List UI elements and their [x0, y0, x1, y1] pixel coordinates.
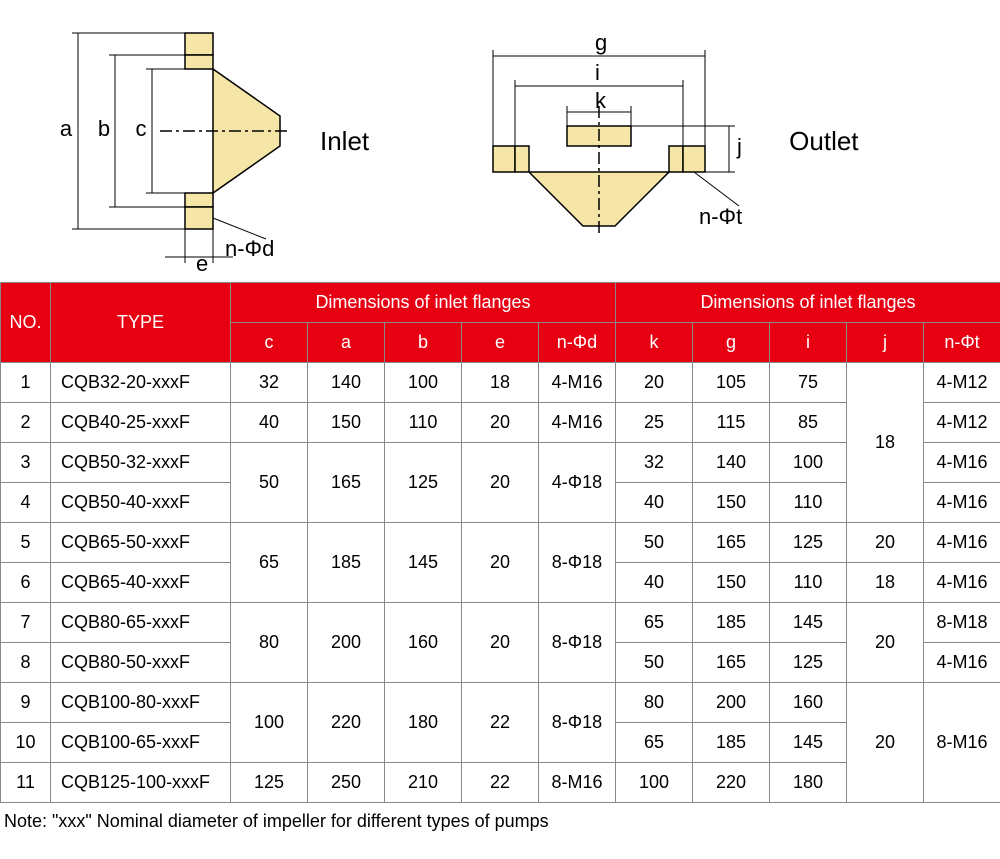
- table-row: 7CQB80-65-xxxF 80200160208-Φ18 65185145 …: [1, 603, 1000, 643]
- svg-text:n-Φd: n-Φd: [225, 236, 274, 261]
- col-c: c: [231, 323, 308, 363]
- svg-text:j: j: [736, 134, 742, 159]
- dimensions-table: NO. TYPE Dimensions of inlet flanges Dim…: [0, 282, 1000, 803]
- col-no: NO.: [1, 283, 51, 363]
- table-row: 1 CQB32-20-xxxF 32140100184-M16 2010575 …: [1, 363, 1000, 403]
- svg-text:n-Φt: n-Φt: [699, 204, 742, 229]
- table-row: 5CQB65-50-xxxF 65185145208-Φ18 501651252…: [1, 523, 1000, 563]
- svg-text:b: b: [98, 116, 110, 141]
- svg-text:g: g: [595, 30, 607, 55]
- svg-text:c: c: [136, 116, 147, 141]
- inlet-label: Inlet: [320, 126, 369, 157]
- inlet-diagram-block: a b c e n-Φd Inlet: [20, 11, 369, 271]
- col-k: k: [616, 323, 693, 363]
- col-g: g: [693, 323, 770, 363]
- col-e: e: [462, 323, 539, 363]
- inlet-flange-diagram: a b c e n-Φd: [20, 11, 300, 271]
- col-type: TYPE: [51, 283, 231, 363]
- outlet-flange-diagram: g i k j n-Φt: [449, 26, 769, 256]
- outlet-diagram-block: g i k j n-Φt Outlet: [449, 26, 858, 256]
- col-nt: n-Φt: [924, 323, 1000, 363]
- svg-text:k: k: [595, 88, 607, 113]
- col-nd: n-Φd: [539, 323, 616, 363]
- svg-text:e: e: [196, 251, 208, 271]
- col-b: b: [385, 323, 462, 363]
- col-group1: Dimensions of inlet flanges: [231, 283, 616, 323]
- col-j: j: [847, 323, 924, 363]
- table-row: 9CQB100-80-xxxF 100220180228-Φ18 8020016…: [1, 683, 1000, 723]
- outlet-label: Outlet: [789, 126, 858, 157]
- svg-text:i: i: [595, 60, 600, 85]
- footnote: Note: "xxx" Nominal diameter of impeller…: [0, 803, 1000, 840]
- diagrams-region: a b c e n-Φd Inlet: [0, 0, 1000, 282]
- col-a: a: [308, 323, 385, 363]
- svg-text:a: a: [60, 116, 73, 141]
- col-i: i: [770, 323, 847, 363]
- col-group2: Dimensions of inlet flanges: [616, 283, 1000, 323]
